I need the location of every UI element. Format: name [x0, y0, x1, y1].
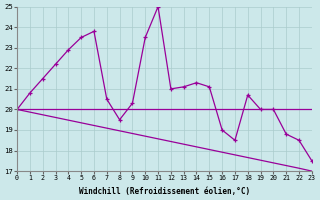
- X-axis label: Windchill (Refroidissement éolien,°C): Windchill (Refroidissement éolien,°C): [79, 187, 250, 196]
